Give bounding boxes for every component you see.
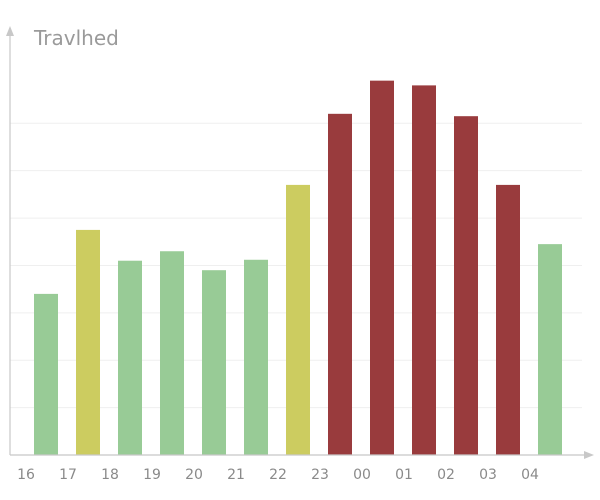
x-tick-label: 02	[437, 467, 455, 483]
x-tick-label: 20	[185, 467, 203, 483]
y-axis-arrow-icon	[6, 26, 14, 36]
bar-01	[412, 85, 436, 456]
bar-19	[160, 251, 184, 455]
bars	[34, 80, 562, 456]
x-tick-label: 18	[101, 467, 119, 483]
bar-16	[34, 293, 58, 455]
bar-22	[286, 184, 310, 456]
bar-18	[118, 260, 142, 455]
x-tick-label: 04	[521, 467, 539, 483]
bar-04	[538, 244, 562, 455]
bar-23	[328, 113, 352, 456]
x-tick-label: 22	[269, 467, 287, 483]
bar-00	[370, 80, 394, 455]
bar-02	[454, 116, 478, 455]
x-tick-label: 17	[59, 467, 77, 483]
x-tick-label: 19	[143, 467, 161, 483]
x-tick-label: 16	[17, 467, 35, 483]
y-axis-title: Travlhed	[33, 26, 119, 50]
bar-20	[202, 270, 226, 455]
x-tick-label: 00	[353, 467, 371, 483]
x-tick-labels: 16 17 18 19 20 21 22 23 00 01 02 03 04	[17, 467, 539, 483]
x-tick-label: 03	[479, 467, 497, 483]
bar-21	[244, 259, 268, 455]
x-tick-label: 23	[311, 467, 329, 483]
x-tick-label: 21	[227, 467, 245, 483]
bar-03	[496, 184, 520, 456]
x-axis-arrow-icon	[584, 451, 594, 459]
bar-17	[76, 229, 100, 455]
x-tick-label: 01	[395, 467, 413, 483]
